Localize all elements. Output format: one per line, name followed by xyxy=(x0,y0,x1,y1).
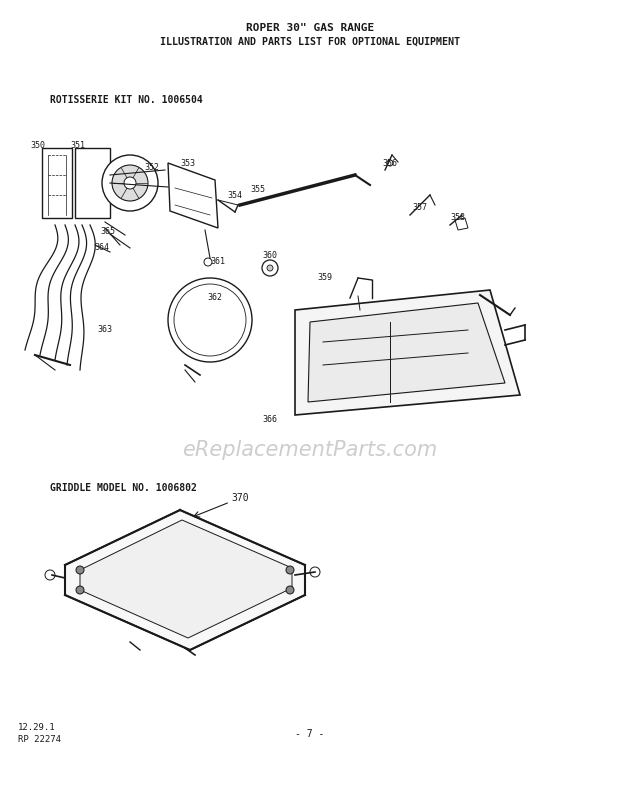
Text: 350: 350 xyxy=(30,141,45,149)
Polygon shape xyxy=(455,218,468,230)
Circle shape xyxy=(76,586,84,594)
Text: - 7 -: - 7 - xyxy=(295,729,325,739)
Polygon shape xyxy=(168,163,218,228)
Polygon shape xyxy=(75,148,110,218)
Text: 358: 358 xyxy=(451,214,466,222)
Polygon shape xyxy=(42,148,72,218)
Circle shape xyxy=(267,265,273,271)
Text: 355: 355 xyxy=(250,185,265,194)
Circle shape xyxy=(45,570,55,580)
Text: 361: 361 xyxy=(211,258,226,266)
Circle shape xyxy=(286,586,294,594)
Polygon shape xyxy=(65,510,305,650)
Polygon shape xyxy=(80,520,292,638)
Text: ROTISSERIE KIT NO. 1006504: ROTISSERIE KIT NO. 1006504 xyxy=(50,95,203,105)
Text: 360: 360 xyxy=(262,251,278,259)
Circle shape xyxy=(310,567,320,577)
Text: 370: 370 xyxy=(231,493,249,503)
Polygon shape xyxy=(308,303,505,402)
Text: 356: 356 xyxy=(383,159,397,167)
Circle shape xyxy=(112,165,148,201)
Circle shape xyxy=(286,566,294,574)
Text: 366: 366 xyxy=(262,416,278,424)
Circle shape xyxy=(124,177,136,189)
Polygon shape xyxy=(295,290,520,415)
Text: RP 22274: RP 22274 xyxy=(18,736,61,744)
Text: 352: 352 xyxy=(144,163,159,172)
Text: 364: 364 xyxy=(94,244,110,252)
Text: 354: 354 xyxy=(228,192,242,200)
Text: 363: 363 xyxy=(97,325,112,335)
Text: 351: 351 xyxy=(71,141,86,149)
Text: 353: 353 xyxy=(180,159,195,167)
Text: GRIDDLE MODEL NO. 1006802: GRIDDLE MODEL NO. 1006802 xyxy=(50,483,197,493)
Text: 357: 357 xyxy=(412,204,428,212)
Text: 362: 362 xyxy=(208,293,223,303)
Circle shape xyxy=(204,258,212,266)
Circle shape xyxy=(102,155,158,211)
Text: ROPER 30" GAS RANGE: ROPER 30" GAS RANGE xyxy=(246,23,374,33)
Circle shape xyxy=(262,260,278,276)
Circle shape xyxy=(76,566,84,574)
Circle shape xyxy=(387,160,393,166)
Text: ILLUSTRATION AND PARTS LIST FOR OPTIONAL EQUIPMENT: ILLUSTRATION AND PARTS LIST FOR OPTIONAL… xyxy=(160,37,460,47)
Text: 365: 365 xyxy=(100,227,115,237)
Text: eReplacementParts.com: eReplacementParts.com xyxy=(182,440,438,460)
Text: 359: 359 xyxy=(317,273,332,281)
Text: 12.29.1: 12.29.1 xyxy=(18,723,56,733)
